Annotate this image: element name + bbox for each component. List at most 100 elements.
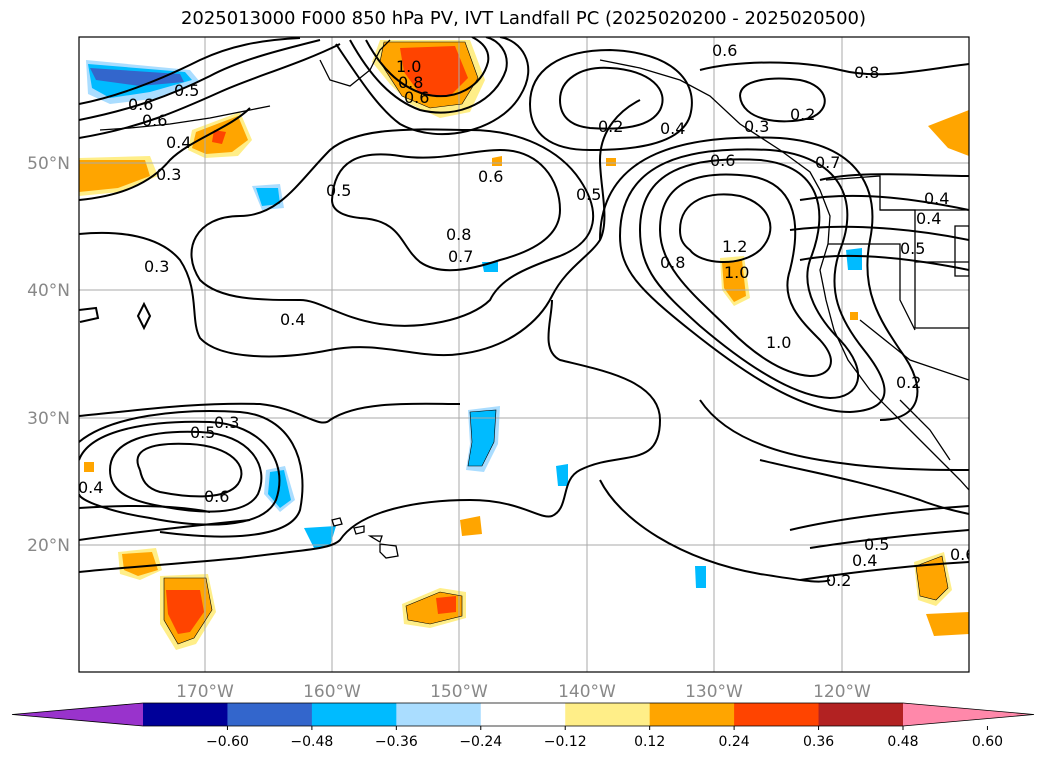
coast-state-border-2 [914, 262, 969, 329]
contour-jet-9 [799, 254, 969, 271]
contour-label: 0.3 [744, 117, 769, 136]
shade-blue-165w [256, 188, 280, 206]
contour-label: 0.6 [950, 545, 975, 564]
coast-inland-box [954, 225, 969, 277]
contour-label: 0.4 [166, 133, 191, 152]
colorbar-segment [143, 703, 228, 726]
contour-se-2 [789, 505, 969, 531]
hawaii-islands [331, 517, 399, 559]
map-title: 2025013000 F000 850 hPa PV, IVT Landfall… [180, 8, 867, 29]
shade-blue-142w [556, 464, 568, 486]
contour-eq-2 [79, 519, 251, 541]
contour-label: 0.2 [826, 571, 851, 590]
contour-label: 0.6 [404, 88, 429, 107]
shade-orange-left [79, 160, 150, 192]
contour-tr-2 [529, 48, 693, 152]
contour-label: 0.7 [448, 247, 473, 266]
contour-jet-7 [799, 194, 969, 211]
contour-label: 0.8 [660, 253, 685, 272]
colorbar-extend-right [903, 703, 1034, 726]
contour-diamond [136, 301, 152, 331]
contour-mid-2 [190, 128, 594, 327]
outline-sw2 [163, 577, 213, 645]
colorbar-outline [11, 702, 1035, 727]
contour-tr-3 [739, 77, 826, 123]
shade-orange-sw1 [122, 552, 158, 576]
colorbar-tick-label: −0.48 [290, 734, 333, 750]
contour-label: 0.6 [128, 95, 153, 114]
contour-label: 0.4 [916, 209, 941, 228]
lon-tick-labels: 170°W 160°W 150°W 140°W 130°W 120°W [176, 682, 871, 702]
colorbar [11, 702, 1035, 727]
shade-orange-se2 [926, 612, 969, 636]
shade-orange-sw2-core [166, 590, 204, 634]
colorbar-tick-label: 0.12 [634, 734, 665, 750]
contour-label: 0.4 [924, 189, 949, 208]
contour-se-5 [699, 399, 969, 471]
contour-label: 1.0 [396, 57, 421, 76]
shade-orange-150w-core [436, 596, 456, 614]
coastlines [99, 39, 969, 491]
coast-state-border-1 [880, 209, 969, 263]
contour-north-4 [79, 107, 251, 201]
outline-150w [405, 591, 463, 625]
contour-label: 0.5 [174, 81, 199, 100]
contour-label: 0.5 [576, 185, 601, 204]
hawaii-maui [367, 535, 383, 543]
shade-blue-131w [695, 566, 706, 588]
contour-top-3 [365, 37, 490, 98]
outline-148w [467, 409, 497, 467]
contour-se-3 [809, 529, 969, 549]
colorbar-segment [396, 703, 482, 726]
hawaii-big-island [379, 543, 399, 559]
contour-se-6 [599, 479, 831, 583]
contour-eq-3 [79, 504, 211, 513]
lat-tick-labels: 50°N 40°N 30°N 20°N [27, 154, 70, 556]
hawaii-kauai [331, 517, 343, 527]
contour-labels: 0.5 0.6 0.4 0.3 0.6 0.6 0.8 0.6 0.4 1.0 … [78, 41, 975, 590]
coast-canada-border [825, 175, 969, 211]
lat-tick-label: 20°N [27, 536, 70, 556]
shade-blue-nw-core [90, 68, 184, 86]
shade-orange-128w [722, 260, 746, 302]
contour-label: 0.8 [446, 225, 471, 244]
colorbar-segment [480, 703, 566, 726]
shade-orange-168w-core [212, 130, 226, 144]
contour-top-1 [335, 37, 530, 136]
colorbar-tick-label: −0.36 [375, 734, 418, 750]
colorbar-tick-label: −0.12 [544, 734, 587, 750]
contour-tr-1 [559, 66, 664, 130]
colorbar-tick-label: 0.36 [803, 734, 834, 750]
contour-sw-4 [79, 410, 304, 538]
contour-label: 1.2 [722, 237, 747, 256]
contour-label: 0.8 [398, 73, 423, 92]
contour-left-small [79, 306, 100, 323]
contour-label: 0.8 [854, 63, 879, 82]
coast-aleutians [99, 105, 271, 131]
contour-lines [79, 37, 969, 583]
shade-blue-160w [304, 526, 336, 548]
coast-state-border-3 [828, 243, 916, 331]
colorbar-segment [734, 703, 820, 726]
colorbar-segment [818, 703, 904, 726]
colorbar-tick-label: 0.60 [972, 734, 1003, 750]
shade-orange-dot4 [84, 462, 94, 472]
lat-tick-label: 40°N [27, 281, 70, 301]
contour-jet-8 [789, 225, 969, 241]
contour-jet-3 [639, 158, 859, 400]
shade-blue-119w [846, 248, 862, 270]
colorbar-tick-label: 0.24 [719, 734, 750, 750]
coast-state-border-4 [859, 319, 969, 381]
colorbar-extend-left [12, 703, 143, 726]
colorbar-segment [649, 703, 735, 726]
shade-orange-se1 [916, 556, 948, 600]
plot-frame [78, 36, 970, 673]
contour-mid-3 [79, 99, 641, 358]
outline-se1 [915, 555, 949, 601]
contour-label: 0.6 [712, 41, 737, 60]
contour-label: 0.4 [78, 478, 103, 497]
contour-north-1 [79, 37, 301, 105]
colorbar-ticks: −0.60 −0.48 −0.36 −0.24 −0.12 0.12 0.24 0.36 0.4… [206, 726, 1003, 750]
lon-tick-label: 170°W [176, 682, 234, 702]
contour-label: 0.2 [896, 373, 921, 392]
